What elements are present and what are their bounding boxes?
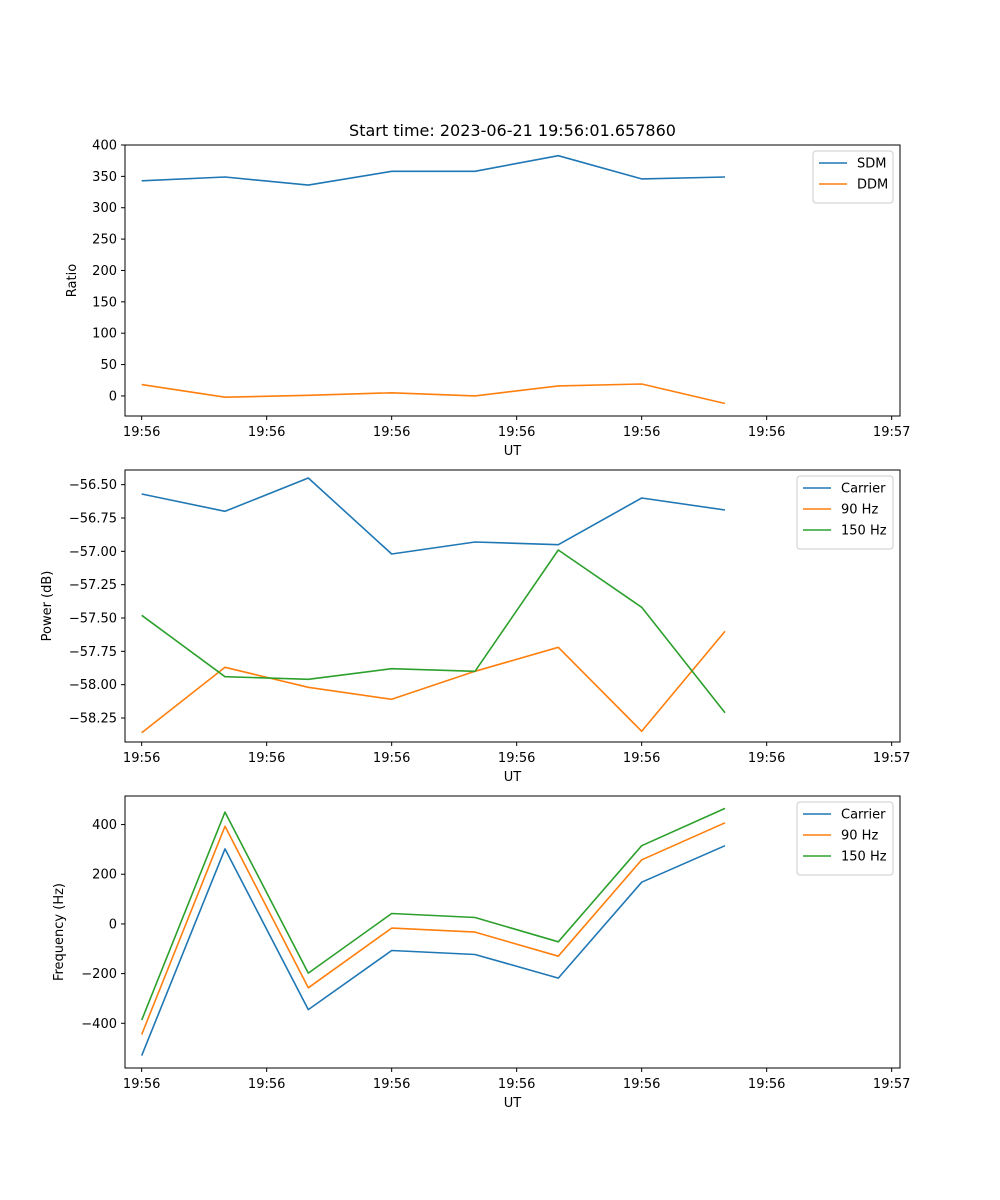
series-line-carrier xyxy=(141,477,726,555)
y-tick-label: −200 xyxy=(81,967,117,982)
y-tick-label: 400 xyxy=(92,139,117,154)
x-tick-label: 19:56 xyxy=(748,751,785,766)
legend: Carrier 90 Hz 150 Hz xyxy=(796,801,894,876)
series-line-150-hz xyxy=(141,549,726,714)
y-tick-label: 300 xyxy=(92,201,117,216)
y-tick-label: −58.25 xyxy=(69,712,117,727)
y-tick-label: −57.50 xyxy=(69,612,117,627)
series-line-90-hz xyxy=(141,630,726,734)
y-tick-label: 250 xyxy=(92,233,117,248)
y-tick-label: 200 xyxy=(92,868,117,883)
chart-panel-2: 19:56 19:56 19:56 19:56 19:56 19:56 19:57 −56.5… xyxy=(40,469,910,785)
axes-frame xyxy=(124,795,901,1069)
x-tick-label: 19:56 xyxy=(248,425,285,440)
chart-title: Start time: 2023-06-21 19:56:01.657860 xyxy=(349,121,676,140)
axes-frame xyxy=(124,469,901,743)
legend: Carrier 90 Hz 150 Hz xyxy=(796,475,894,550)
y-tick-label: 150 xyxy=(92,295,117,310)
x-tick-label: 19:56 xyxy=(248,751,285,766)
y-tick-label: 400 xyxy=(92,818,117,833)
series-line-sdm xyxy=(141,154,726,186)
legend-label: 150 Hz xyxy=(841,524,887,539)
x-tick-label: 19:56 xyxy=(373,425,410,440)
y-tick-label: 200 xyxy=(92,264,117,279)
legend-label: Carrier xyxy=(841,808,886,823)
series-line-150-hz xyxy=(140,807,726,1021)
x-tick-label: 19:56 xyxy=(373,1077,410,1092)
x-tick-label: 19:56 xyxy=(623,751,660,766)
x-tick-label: 19:56 xyxy=(748,1077,785,1092)
y-tick-label: 350 xyxy=(92,170,117,185)
y-tick-label: −58.00 xyxy=(69,678,117,693)
y-tick-label: 100 xyxy=(92,327,117,342)
x-tick-label: 19:56 xyxy=(248,1077,285,1092)
series-line-carrier xyxy=(140,844,726,1056)
x-tick-label: 19:57 xyxy=(873,1077,910,1092)
y-axis-label: Power (dB) xyxy=(40,571,55,642)
x-tick-label: 19:56 xyxy=(123,425,160,440)
x-axis-label: UT xyxy=(504,1096,522,1111)
chart-panel-3: 19:56 19:56 19:56 19:56 19:56 19:56 19:57 400 20… xyxy=(52,795,910,1111)
x-tick-label: 19:57 xyxy=(873,425,910,440)
y-axis-label: Ratio xyxy=(65,264,80,297)
x-tick-label: 19:56 xyxy=(498,425,535,440)
x-tick-label: 19:56 xyxy=(498,751,535,766)
y-tick-label: 0 xyxy=(109,917,117,932)
chart-panel-1: 19:56 19:56 19:56 19:56 19:56 19:56 19:57 400 35… xyxy=(65,121,910,459)
series-line-ddm xyxy=(141,383,726,405)
legend-label: 90 Hz xyxy=(841,829,878,844)
y-tick-label: −400 xyxy=(81,1017,117,1032)
y-tick-label: 50 xyxy=(100,358,117,373)
y-tick-label: −57.25 xyxy=(69,578,117,593)
legend-label: 90 Hz xyxy=(841,503,878,518)
y-axis-label: Frequency (Hz) xyxy=(52,883,67,981)
x-tick-label: 19:57 xyxy=(873,751,910,766)
x-tick-label: 19:56 xyxy=(123,1077,160,1092)
x-axis-label: UT xyxy=(504,444,522,459)
x-axis-label: UT xyxy=(504,770,522,785)
y-tick-label: 0 xyxy=(109,389,117,404)
legend-label: 150 Hz xyxy=(841,850,887,865)
axes-frame xyxy=(124,144,901,417)
legend-label: DDM xyxy=(857,178,888,193)
x-tick-label: 19:56 xyxy=(748,425,785,440)
x-tick-label: 19:56 xyxy=(623,1077,660,1092)
legend-box xyxy=(812,150,894,204)
y-tick-label: −56.75 xyxy=(69,512,117,527)
y-tick-label: −57.75 xyxy=(69,645,117,660)
x-tick-label: 19:56 xyxy=(123,751,160,766)
legend-label: SDM xyxy=(857,157,886,172)
y-tick-label: −56.50 xyxy=(69,478,117,493)
x-tick-label: 19:56 xyxy=(623,425,660,440)
legend-label: Carrier xyxy=(841,482,886,497)
x-tick-label: 19:56 xyxy=(498,1077,535,1092)
x-tick-label: 19:56 xyxy=(373,751,410,766)
series-line-90-hz xyxy=(140,822,726,1035)
y-tick-label: −57.00 xyxy=(69,545,117,560)
legend: SDM DDM xyxy=(812,150,894,204)
